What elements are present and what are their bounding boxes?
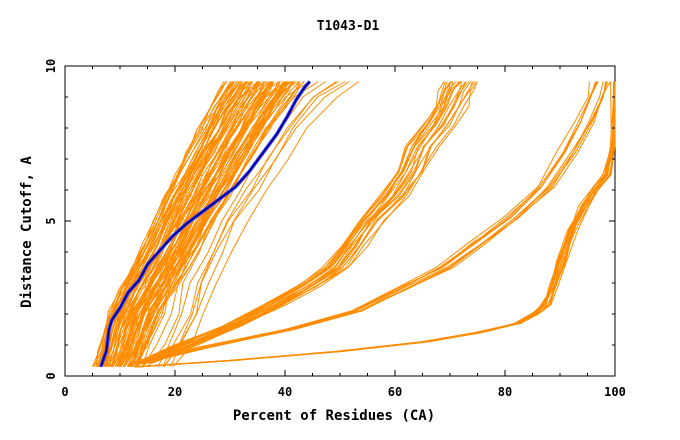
model-curve-g0-38 [117,81,266,367]
model-curve-g0-33 [112,81,261,367]
model-curve-g1-1 [123,81,271,367]
y-tick-label: 5 [44,217,58,224]
x-tick-label: 40 [278,385,292,399]
model-curve-g2-16 [148,81,476,365]
chart-title: T1043-D1 [317,19,380,34]
model-curve-g1-2 [127,81,281,367]
model-curve-g0-64 [129,81,291,367]
x-axis-label: Percent of Residues (CA) [233,408,435,424]
model-curve-g0-16 [99,81,242,367]
x-tick-label: 60 [388,385,402,399]
model-curve-g3-6 [136,81,607,365]
model-curve-g1-4 [137,81,293,367]
model-curve-g0-3 [92,81,227,367]
x-tick-label: 0 [61,385,68,399]
model-curve-g2-7 [135,81,454,365]
model-curve-g0-22 [105,81,247,367]
model-curve-g1-13 [172,81,360,368]
highlight-curve [100,80,311,367]
model-curve-g2-0 [132,81,445,365]
model-curve-g1-3 [133,81,287,367]
series-layer [92,80,616,368]
axis-layer: 0 20 40 60 80 100 0 5 10 [44,59,626,399]
model-curve-g1-12 [170,81,350,367]
model-curve-g0-68 [131,81,301,367]
y-tick-label: 0 [44,372,58,379]
model-curve-g3-4 [131,81,597,365]
model-curve-g0-28 [111,81,254,367]
model-curve-g0-60 [128,81,294,367]
x-tick-label: 20 [168,385,182,399]
model-curve-g1-10 [162,81,337,367]
model-curve-g1-9 [163,81,339,367]
model-curve-g0-27 [107,81,252,367]
model-curve-g1-0 [120,81,267,367]
model-curve-g2-19 [148,81,478,365]
model-curve-g2-14 [145,81,470,365]
model-curve-g1-5 [141,81,299,367]
model-curve-g2-17 [143,81,472,365]
x-tick-label: 80 [498,385,512,399]
model-curve-g2-4 [135,81,452,365]
y-axis-label: Distance Cutoff, A [19,156,35,308]
model-curve-g3-9 [142,81,611,365]
model-curve-g1-7 [147,81,319,368]
y-tick-label: 10 [44,59,58,73]
x-tick-label: 100 [604,385,626,399]
model-curve-g0-21 [101,81,249,367]
model-curve-g4-13 [138,81,616,368]
model-curve-g0-12 [102,81,237,367]
model-curve-g1-6 [142,81,310,367]
